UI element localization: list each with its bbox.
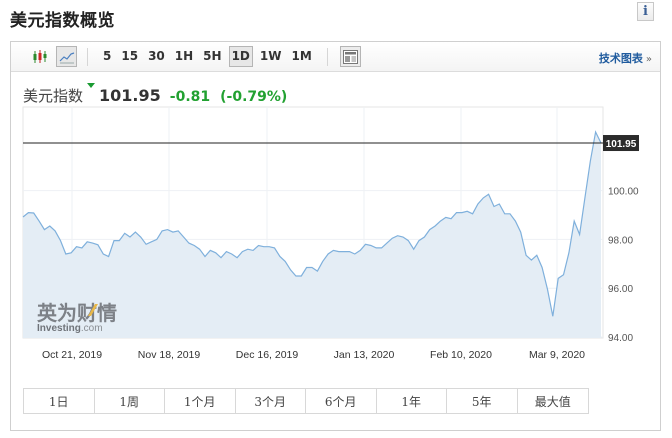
- info-icon: i: [643, 4, 648, 19]
- layout-button[interactable]: [339, 46, 361, 67]
- toolbar-divider: [326, 47, 328, 66]
- timeframe-1d[interactable]: 1D: [228, 46, 253, 67]
- x-tick-label: Dec 16, 2019: [236, 349, 299, 361]
- y-tick-label: 96.00: [608, 284, 633, 295]
- y-tick-label: 94.00: [608, 333, 633, 344]
- x-tick-label: Oct 21, 2019: [42, 349, 102, 361]
- timeframe-group: 5 15 30 1H 5H 1D 1W 1M: [98, 46, 317, 67]
- range-button[interactable]: 1个月: [165, 389, 236, 413]
- current-value-badge: [603, 135, 639, 152]
- range-button[interactable]: 1周: [94, 389, 165, 413]
- x-tick-label: Jan 13, 2020: [334, 349, 395, 361]
- current-value-label: 101.95: [606, 139, 637, 150]
- line-chart-icon: [59, 51, 74, 63]
- svg-text:Investing.com: Investing.com: [37, 323, 103, 334]
- y-tick-label: 98.00: [608, 235, 633, 246]
- range-button[interactable]: 1日: [24, 389, 95, 413]
- x-tick-label: Mar 9, 2020: [529, 349, 585, 361]
- chart-toolbar: 5 15 30 1H 5H 1D 1W 1M 技术图表»: [11, 42, 660, 72]
- y-tick-label: 100.00: [608, 187, 639, 198]
- price-change-percent: (-0.79%): [220, 89, 288, 105]
- range-button[interactable]: 6个月: [306, 389, 377, 413]
- info-button[interactable]: i: [637, 2, 654, 21]
- range-button[interactable]: 5年: [447, 389, 518, 413]
- svg-text:英为财情: 英为财情: [37, 301, 117, 325]
- timeframe-1m[interactable]: 1M: [291, 49, 312, 63]
- down-arrow-icon: [87, 83, 96, 88]
- timeframe-1w[interactable]: 1W: [259, 49, 282, 63]
- page-title: 美元指数概览: [10, 11, 115, 31]
- timeframe-15[interactable]: 15: [121, 49, 139, 63]
- area-fill: [23, 132, 601, 338]
- timeframe-30[interactable]: 30: [148, 49, 165, 63]
- range-button[interactable]: 1年: [376, 389, 447, 413]
- x-tick-label: Feb 10, 2020: [430, 349, 492, 361]
- timeframe-5[interactable]: 5: [103, 49, 112, 63]
- last-price: 101.95: [99, 86, 161, 105]
- range-button[interactable]: 3个月: [235, 389, 306, 413]
- range-button[interactable]: 最大值: [517, 389, 588, 413]
- x-tick-label: Nov 18, 2019: [138, 349, 201, 361]
- double-chevron-right-icon: »: [645, 54, 652, 65]
- instrument-name: 美元指数: [23, 87, 84, 105]
- candlestick-chart-button[interactable]: [29, 46, 50, 67]
- layout-icon: [342, 49, 358, 64]
- timeframe-5h[interactable]: 5H: [203, 49, 222, 63]
- candlestick-chart-icon: [33, 49, 46, 63]
- toolbar-divider: [87, 47, 88, 66]
- chart-widget: 5 15 30 1H 5H 1D 1W 1M 技术图表» 美元指数 101.95 -0.81 …: [10, 41, 661, 431]
- price-line: [22, 130, 602, 317]
- quote-header: 美元指数 101.95 -0.81 (-0.79%): [23, 83, 288, 106]
- price-change: -0.81: [169, 89, 211, 105]
- timeframe-1h[interactable]: 1H: [174, 49, 194, 63]
- range-selector: 1日 1周 1个月 3个月 6个月 1年 5年 最大值: [23, 388, 589, 414]
- technical-chart-link[interactable]: 技术图表»: [598, 52, 652, 65]
- line-chart-button[interactable]: [56, 46, 77, 67]
